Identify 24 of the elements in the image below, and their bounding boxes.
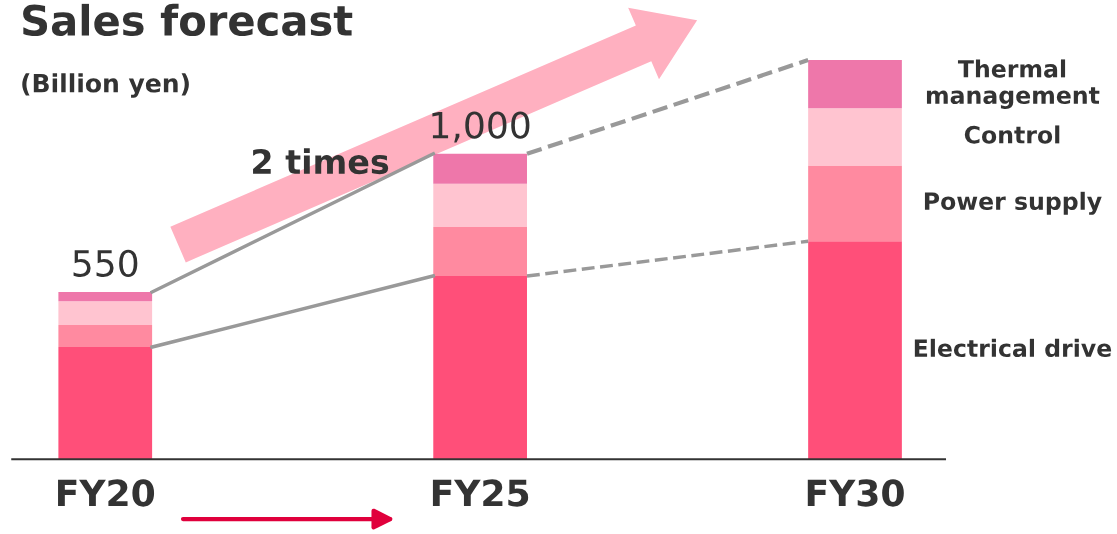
bar	[433, 226, 527, 276]
text: (Billion yen)	[22, 73, 189, 98]
x-tick-label: FY25	[432, 479, 529, 507]
annotation: 2 times	[253, 148, 389, 175]
bar	[433, 183, 527, 227]
series-label: Thermal management	[926, 59, 1100, 109]
bar	[808, 165, 902, 242]
text: Control	[964, 125, 1060, 144]
annotation: 550	[73, 249, 138, 277]
series-label: Power supply	[924, 191, 1102, 215]
chart-title: Sales forecast	[23, 3, 353, 37]
series-label: Electrical drive	[914, 338, 1112, 358]
bar	[58, 291, 153, 302]
bar	[808, 108, 902, 166]
x-tick-label: FY30	[807, 479, 904, 507]
bar	[433, 153, 527, 184]
bar	[808, 59, 902, 109]
bar	[433, 275, 527, 460]
x-tick-label: FY20	[58, 479, 155, 507]
bar	[808, 241, 902, 460]
bar	[58, 301, 153, 326]
bar	[58, 347, 153, 460]
bar	[58, 325, 153, 348]
annotation: 1,000	[432, 111, 530, 143]
